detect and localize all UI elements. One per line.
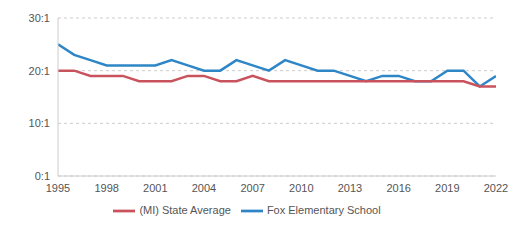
svg-text:2010: 2010 bbox=[289, 182, 313, 194]
svg-text:20:1: 20:1 bbox=[29, 65, 50, 77]
svg-text:2022: 2022 bbox=[484, 182, 508, 194]
svg-text:2013: 2013 bbox=[338, 182, 362, 194]
svg-text:0:1: 0:1 bbox=[35, 170, 50, 182]
html-text:Fox Elementary School: Fox Elementary School bbox=[266, 203, 381, 216]
svg-text:2016: 2016 bbox=[386, 182, 410, 194]
svg-text:2007: 2007 bbox=[240, 182, 264, 194]
svg-text:2001: 2001 bbox=[143, 182, 167, 194]
svg-text:2004: 2004 bbox=[192, 182, 216, 194]
html-text:(MI) State Average: (MI) State Average bbox=[139, 203, 231, 216]
svg-text:1995: 1995 bbox=[46, 182, 70, 194]
svg-text:10:1: 10:1 bbox=[29, 117, 50, 129]
svg-text:2019: 2019 bbox=[435, 182, 459, 194]
svg-text:30:1: 30:1 bbox=[29, 12, 50, 24]
svg-text:1998: 1998 bbox=[94, 182, 118, 194]
